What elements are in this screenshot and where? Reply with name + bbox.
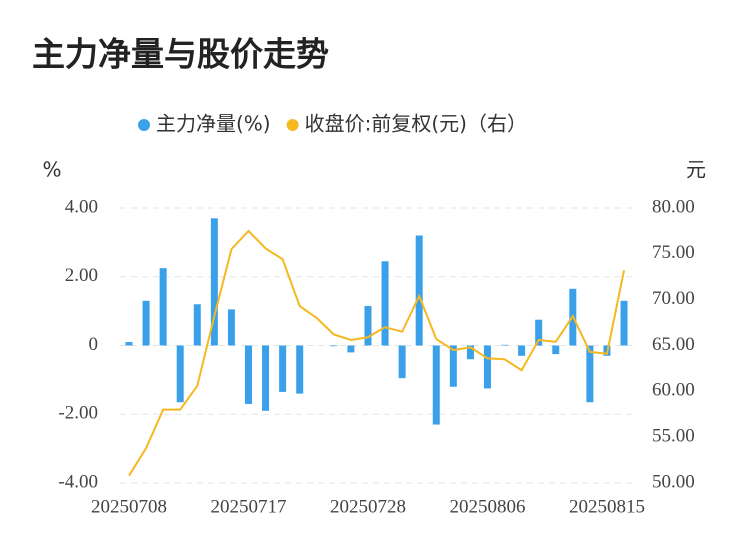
bar: [142, 300, 150, 346]
price-line: [128, 229, 626, 477]
bar: [330, 345, 338, 347]
bar: [398, 345, 406, 379]
bar: [586, 345, 594, 403]
bar: [501, 344, 509, 346]
bar: [483, 345, 491, 389]
bar: [125, 342, 133, 346]
legend-marker: [286, 119, 299, 131]
legend-label: 主力净量(%): [156, 112, 271, 136]
bar: [262, 345, 270, 411]
bar: [415, 235, 423, 346]
y2-tick-label: 60.00: [652, 380, 695, 401]
bar: [364, 305, 372, 346]
y-tick-label: -4.00: [58, 471, 98, 492]
y-tick-label: -2.00: [58, 403, 98, 424]
x-tick-label: 20250708: [91, 496, 167, 517]
chart-title: 主力净量与股价走势: [32, 35, 329, 74]
bar: [432, 345, 440, 425]
bar: [466, 345, 474, 360]
y2-tick-label: 80.00: [652, 196, 695, 217]
y2-axis-label: 元: [686, 158, 706, 182]
y2-tick-label: 55.00: [652, 426, 695, 447]
bar: [210, 218, 218, 346]
y-tick-label: 4.00: [65, 196, 98, 217]
bar: [518, 345, 526, 356]
bar: [347, 345, 355, 353]
y-axis-label: %: [42, 158, 61, 182]
bar: [279, 345, 287, 392]
bar: [159, 268, 167, 346]
y-tick-label: 2.00: [65, 265, 98, 286]
bar: [244, 345, 252, 404]
y2-tick-label: 70.00: [652, 288, 695, 309]
bar: [227, 309, 235, 346]
y2-tick-label: 65.00: [652, 334, 695, 355]
bar: [449, 345, 457, 387]
x-tick-label: 20250815: [569, 496, 645, 517]
y2-tick-label: 50.00: [652, 471, 695, 492]
bar: [535, 319, 543, 346]
x-tick-label: 20250806: [449, 496, 525, 517]
bar: [176, 345, 184, 403]
y-tick-label: 0: [89, 334, 99, 355]
y2-tick-label: 75.00: [652, 242, 695, 263]
bar: [296, 345, 304, 394]
bar: [552, 345, 560, 355]
legend-marker: [138, 119, 150, 131]
x-tick-label: 20250717: [210, 496, 286, 517]
legend-label: 收盘价:前复权(元)（右）: [305, 112, 527, 136]
bar: [193, 304, 201, 346]
bar: [381, 261, 389, 346]
x-tick-label: 20250728: [330, 496, 406, 517]
bar: [620, 300, 628, 346]
